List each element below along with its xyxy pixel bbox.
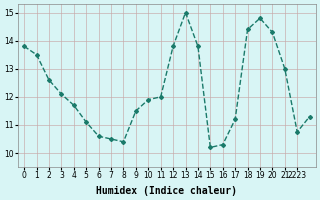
X-axis label: Humidex (Indice chaleur): Humidex (Indice chaleur)	[96, 186, 237, 196]
